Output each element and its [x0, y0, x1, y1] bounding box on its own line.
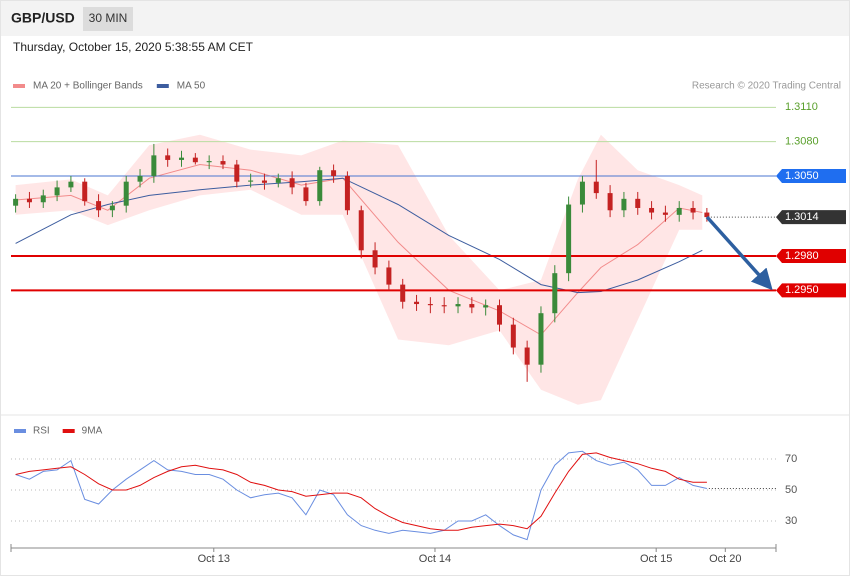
candle-body [40, 195, 46, 203]
candle-body [621, 198, 627, 211]
candle-body [331, 170, 337, 176]
candle-body [552, 273, 558, 314]
timeframe-box [83, 7, 133, 31]
symbol: GBP/USD [11, 10, 75, 26]
candle-body [248, 180, 254, 182]
candle-body [496, 305, 502, 325]
header-bar [1, 1, 849, 36]
candle-body [82, 181, 88, 202]
candle-body [483, 305, 489, 308]
candle-body [109, 205, 115, 211]
legend-swatch [156, 84, 169, 88]
candle-body [386, 267, 392, 285]
y-tick-label: 50 [785, 484, 797, 496]
projection-arrow [705, 215, 773, 291]
legend-label: 9MA [82, 426, 103, 437]
legend-swatch [14, 429, 26, 433]
x-tick-label: Oct 15 [640, 553, 672, 565]
candle-body [303, 187, 309, 202]
timeframe: 30 MIN [89, 11, 128, 25]
indicator-line [15, 452, 707, 531]
legend-label: MA 20 + Bollinger Bands [33, 81, 143, 92]
legend-swatch [62, 429, 75, 433]
y-tick-label: 70 [785, 453, 797, 465]
candle-body [372, 250, 378, 268]
candle-body [690, 207, 696, 213]
x-tick-label: Oct 20 [709, 553, 741, 565]
credit: Research © 2020 Trading Central [692, 81, 841, 92]
candle-body [566, 204, 572, 274]
candle-body [344, 175, 350, 211]
level-label: 1.3014 [785, 211, 819, 223]
level-label: 1.3050 [785, 170, 819, 182]
candle-body [662, 212, 668, 215]
candle-body [593, 181, 599, 194]
candle-body [151, 155, 157, 176]
candle-body [649, 207, 655, 213]
candle-body [68, 181, 74, 188]
indicator-line [15, 450, 708, 541]
candle-body [54, 187, 60, 196]
legend-swatch [13, 84, 25, 88]
candle-body [220, 161, 226, 165]
candle-body [358, 210, 364, 251]
candle-body [704, 212, 710, 218]
level-tag [776, 168, 846, 183]
bands-layer [15, 134, 703, 405]
level-label: 1.3080 [785, 136, 819, 148]
candle-body [206, 161, 212, 163]
level-tag [776, 249, 846, 264]
candle-body [524, 347, 530, 365]
candle-body [13, 198, 19, 206]
datetime: Thursday, October 15, 2020 5:38:55 AM CE… [13, 40, 254, 54]
candle-body [635, 198, 641, 208]
candle-body [317, 170, 323, 202]
legend-label: RSI [33, 426, 50, 437]
candle-body [165, 155, 171, 160]
legend-label: MA 50 [177, 81, 206, 92]
candle-body [179, 157, 185, 160]
candle-body [275, 178, 281, 183]
candle-body [469, 304, 475, 308]
candle-body [137, 175, 143, 182]
main-layer: MA 20 + Bollinger Bands MA 50 1.3110 1.3080… [10, 81, 846, 565]
level-label: 1.3110 [785, 101, 818, 113]
candle-body [427, 304, 433, 306]
candle-body [441, 305, 447, 307]
level-label: 1.2980 [785, 250, 819, 262]
candle-body [510, 324, 516, 348]
candle-body [26, 198, 32, 203]
candle-body [607, 193, 613, 211]
candle-body [234, 164, 240, 182]
candle-body [123, 181, 129, 206]
candle-body [96, 201, 102, 211]
candle-body [676, 207, 682, 215]
x-tick-label: Oct 14 [419, 553, 451, 565]
candle-body [192, 157, 198, 163]
candle-body [261, 180, 267, 183]
candle-body [289, 178, 295, 188]
y-tick-label: 30 [785, 515, 797, 527]
candle-body [538, 313, 544, 365]
candle-body [414, 301, 420, 305]
candle-body [455, 304, 461, 307]
x-tick-label: Oct 13 [198, 553, 230, 565]
level-tag [776, 210, 846, 225]
candle-body [400, 284, 406, 302]
candle-body [579, 181, 585, 205]
moving-average [15, 163, 703, 336]
moving-average [15, 177, 703, 294]
level-tag [776, 283, 846, 298]
level-label: 1.2950 [785, 284, 819, 296]
bollinger-band [15, 134, 703, 405]
